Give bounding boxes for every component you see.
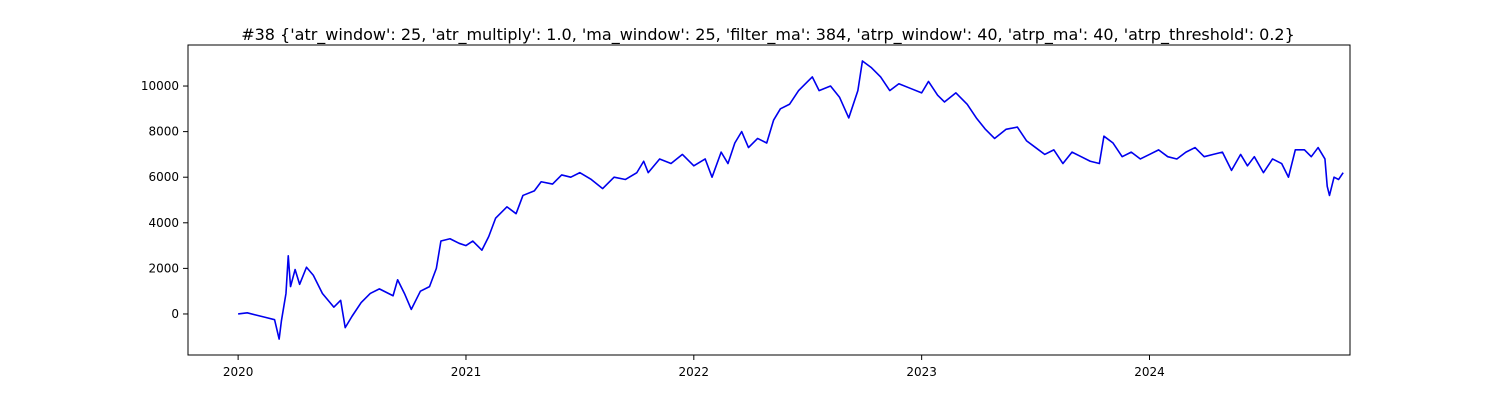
y-tick-label: 6000 xyxy=(148,170,179,184)
x-tick-label: 2023 xyxy=(906,365,937,379)
axes-layer: 2020 2021 2022 2023 2024 0 2000 4000 6000 8000 100… xyxy=(141,79,1165,379)
y-tick-label: 8000 xyxy=(148,125,179,139)
y-tick-label: 0 xyxy=(171,307,179,321)
y-tick-label: 4000 xyxy=(148,216,179,230)
y-tick-label: 10000 xyxy=(141,79,179,93)
series-line xyxy=(238,60,1344,340)
series-layer xyxy=(238,60,1344,340)
x-tick-label: 2020 xyxy=(223,365,254,379)
x-tick-label: 2024 xyxy=(1134,365,1165,379)
y-tick-label: 2000 xyxy=(148,261,179,275)
x-tick-label: 2021 xyxy=(451,365,482,379)
x-tick-label: 2022 xyxy=(679,365,710,379)
plot-area-frame xyxy=(187,44,1351,356)
chart-title: #38 {'atr_window': 25, 'atr_multiply': 1… xyxy=(241,25,1295,45)
